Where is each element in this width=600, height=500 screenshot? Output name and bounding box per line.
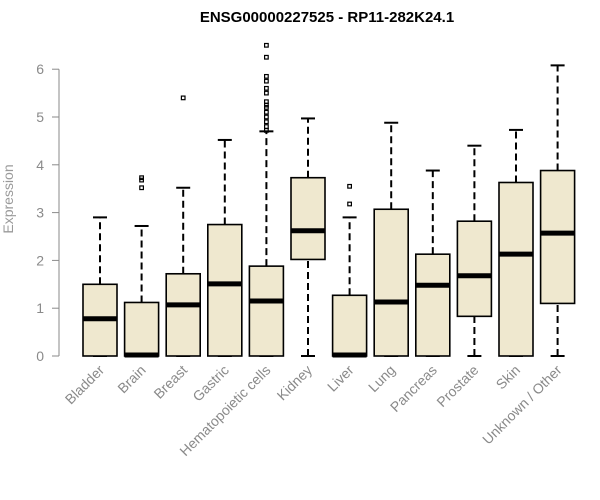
box-skin (498, 128, 534, 357)
boxes (82, 42, 576, 358)
outlier-point (264, 99, 269, 105)
iqr-box (414, 253, 451, 357)
outlier-point (264, 54, 269, 60)
y-tick-label: 3 (36, 205, 44, 221)
x-tick-label: Breast (150, 362, 190, 402)
y-tick-label: 0 (36, 348, 44, 364)
iqr-box (373, 208, 410, 357)
box-liver (331, 183, 368, 358)
box-brain (123, 175, 160, 358)
outlier-point (347, 183, 352, 189)
outlier-point (180, 95, 186, 101)
iqr-box (207, 223, 243, 357)
iqr-box (123, 301, 160, 357)
y-tick-label: 2 (36, 252, 44, 268)
x-tick-label: Brain (114, 362, 148, 396)
y-tick-label: 1 (36, 300, 44, 316)
outlier-point (347, 201, 352, 207)
outlier-point (264, 42, 269, 48)
chart-title: ENSG00000227525 - RP11-282K24.1 (200, 9, 454, 26)
x-tick-label: Unknown / Other (479, 362, 565, 448)
box-kidney (290, 117, 326, 357)
box-pancreas (414, 169, 451, 357)
iqr-box (456, 220, 493, 318)
box-unknown-other (539, 64, 576, 357)
outlier-point (139, 185, 145, 191)
outlier-point (264, 109, 269, 115)
y-tick-label: 5 (36, 109, 44, 125)
box-gastric (207, 138, 243, 357)
y-tick-label: 6 (36, 61, 44, 77)
iqr-box (290, 176, 326, 261)
y-axis-label: Expression (0, 164, 16, 233)
y-axis: 0 1 2 3 4 5 6 (36, 61, 60, 364)
outlier-point (264, 73, 269, 79)
x-tick-label: Kidney (274, 362, 316, 404)
outlier-point (264, 78, 269, 84)
box-prostate (456, 144, 493, 357)
iqr-box (165, 272, 201, 357)
outlier-point (264, 90, 269, 96)
x-tick-label: Liver (324, 362, 357, 395)
box-hematopoietic-cells (248, 42, 285, 357)
outlier-point (264, 119, 269, 125)
iqr-box (331, 294, 368, 357)
outlier-point (264, 114, 269, 120)
x-tick-label: Prostate (433, 362, 481, 410)
box-lung (373, 121, 410, 357)
outlier-point (264, 85, 269, 91)
iqr-box (539, 169, 576, 305)
x-tick-label: Lung (365, 362, 398, 395)
x-tick-label: Bladder (62, 362, 108, 408)
box-bladder (82, 216, 118, 357)
outlier-point (264, 124, 269, 129)
y-tick-label: 4 (36, 157, 44, 173)
x-tick-label: Skin (493, 362, 524, 393)
box-breast (165, 95, 201, 357)
iqr-box (248, 265, 285, 357)
iqr-box (498, 181, 534, 357)
outlier-point (139, 175, 145, 181)
